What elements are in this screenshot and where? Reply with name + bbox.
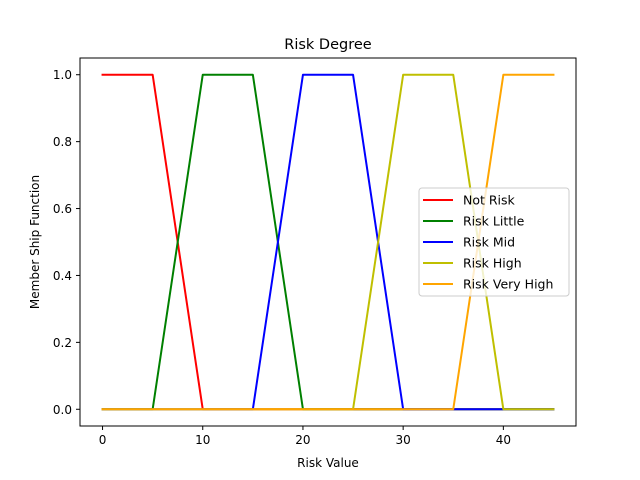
x-tick-label: 20 bbox=[295, 433, 310, 447]
legend-label-risk-mid: Risk Mid bbox=[463, 235, 515, 250]
x-tick-label: 0 bbox=[99, 433, 107, 447]
y-tick-label: 0.0 bbox=[53, 403, 72, 417]
legend-label-not-risk: Not Risk bbox=[463, 193, 516, 208]
legend-label-risk-high: Risk High bbox=[463, 256, 522, 271]
x-tick-label: 30 bbox=[396, 433, 411, 447]
x-tick-label: 40 bbox=[496, 433, 511, 447]
axes-frame bbox=[79, 57, 577, 427]
x-axis-label: Risk Value bbox=[297, 456, 359, 470]
x-axis-ticks: 0 10 20 30 40 bbox=[99, 426, 511, 447]
y-tick-label: 0.6 bbox=[53, 202, 72, 216]
legend-box bbox=[418, 187, 570, 297]
y-tick-label: 1.0 bbox=[53, 68, 72, 82]
x-tick-label: 10 bbox=[195, 433, 210, 447]
y-tick-label: 0.2 bbox=[53, 336, 72, 350]
legend: Not Risk Risk Little Risk Mid Risk High Risk… bbox=[418, 187, 570, 297]
y-tick-label: 0.4 bbox=[53, 269, 72, 283]
y-tick-label: 0.8 bbox=[53, 135, 72, 149]
legend-label-risk-little: Risk Little bbox=[463, 214, 525, 229]
legend-label-risk-very-high: Risk Very High bbox=[463, 277, 553, 292]
y-axis-label: Member Ship Function bbox=[28, 175, 42, 309]
chart-title: Risk Degree bbox=[284, 37, 372, 53]
y-axis-ticks: 0.0 0.2 0.4 0.6 0.8 1.0 bbox=[53, 68, 80, 417]
plot-lines bbox=[101, 73, 555, 411]
